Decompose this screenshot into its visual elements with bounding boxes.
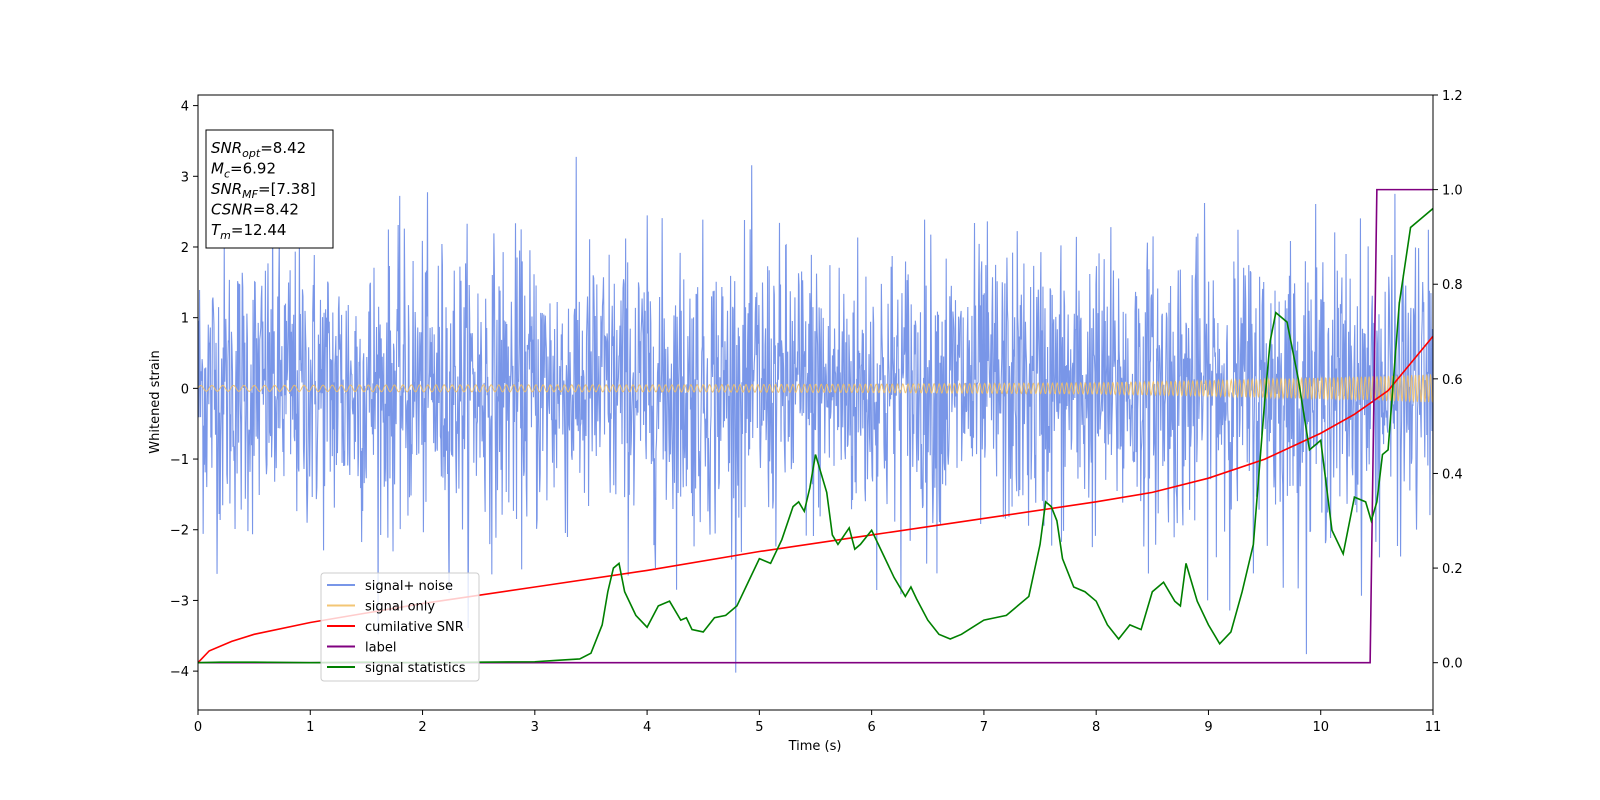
y-right-tick-label: 0.2 [1442,562,1463,577]
y-axis-right: 0.0 0.2 0.4 0.6 0.8 1.0 1.2 [1433,89,1463,672]
x-tick-label: 9 [1204,720,1212,735]
info-value: =8.42 [260,139,306,157]
legend-label: signal statistics [365,661,466,676]
y-left-tick-label: −3 [170,594,189,609]
x-tick-label: 0 [194,720,202,735]
x-tick-label: 5 [755,720,763,735]
info-box-line: Mc=6.92 [211,160,276,181]
legend-entry-label: label [327,641,396,656]
y-right-tick-label: 0.6 [1442,373,1463,388]
x-tick-label: 10 [1312,720,1329,735]
y-left-tick-label: −4 [170,665,189,680]
legend-label: signal only [365,600,435,615]
y-left-tick-label: −1 [170,453,189,468]
info-symbol: M [211,160,224,178]
x-tick-label: 7 [980,720,988,735]
series-signal-noise-line [198,156,1433,673]
legend: signal+ noise signal only cumilative SNR la… [320,572,480,682]
y-left-tick-label: 4 [181,100,189,115]
plot-frame [197,94,1434,711]
info-subscript: MF [242,188,258,201]
legend-label: signal+ noise [365,579,453,594]
info-symbol: SNR [211,139,242,157]
info-subscript: opt [242,147,261,160]
y-right-tick-label: 0.4 [1442,467,1463,482]
x-axis-label: Time (s) [788,739,842,754]
info-box-line: SNRMF=[7.38] [211,180,316,201]
legend-label: cumilative SNR [365,620,464,635]
x-tick-label: 2 [418,720,426,735]
info-box-line: CSNR=8.42 [211,201,299,219]
info-symbol: SNR [211,180,242,198]
legend-entry-cumilative-snr: cumilative SNR [327,620,464,635]
y-right-tick-label: 1.0 [1442,184,1463,199]
info-value: =6.92 [230,160,276,178]
legend-label: label [365,641,396,656]
info-value: =8.42 [253,201,299,219]
y-right-tick-label: 0.8 [1442,278,1463,293]
y-left-tick-label: 0 [181,382,189,397]
x-tick-label: 4 [643,720,651,735]
info-symbol: CSNR [211,201,253,219]
info-box-frame [205,129,334,249]
series-label-line [198,188,1433,664]
series-signal-only-line [198,374,1433,404]
legend-entry-signal-statistics: signal statistics [327,661,466,676]
info-symbol: T [211,221,222,239]
y-right-tick-label: 1.2 [1442,89,1463,104]
plot-area [198,156,1433,673]
info-box: SNRopt=8.42Mc=6.92SNRMF=[7.38]CSNR=8.42T… [205,129,334,249]
x-axis: 0 1 2 3 4 5 6 7 8 9 10 11 [194,710,1441,735]
x-tick-label: 1 [306,720,314,735]
y-left-tick-label: 2 [181,241,189,256]
info-box-line: Tm=12.44 [211,221,286,242]
y-left-tick-label: 3 [181,170,189,185]
x-tick-label: 6 [867,720,875,735]
legend-entry-signal-only: signal only [327,600,435,615]
info-value: =[7.38] [258,180,316,198]
y-left-tick-label: 1 [181,312,189,327]
info-subscript: m [220,229,231,242]
y-left-tick-label: −2 [170,524,189,539]
x-tick-label: 11 [1425,720,1442,735]
info-subscript: c [224,168,230,181]
series-cumilative-snr-line [198,335,1433,664]
x-tick-label: 3 [531,720,539,735]
series-signal-statistics-line [198,207,1433,664]
info-box-line: SNRopt=8.42 [211,139,306,160]
y-axis-left: −4 −3 −2 −1 0 1 2 3 4 [170,100,198,680]
y-right-tick-label: 0.0 [1442,657,1463,672]
info-value: =12.44 [231,221,287,239]
legend-frame [320,572,480,682]
y-axis-label: Whitened strain [148,350,163,453]
legend-entry-signal-noise: signal+ noise [327,579,453,594]
x-tick-label: 8 [1092,720,1100,735]
